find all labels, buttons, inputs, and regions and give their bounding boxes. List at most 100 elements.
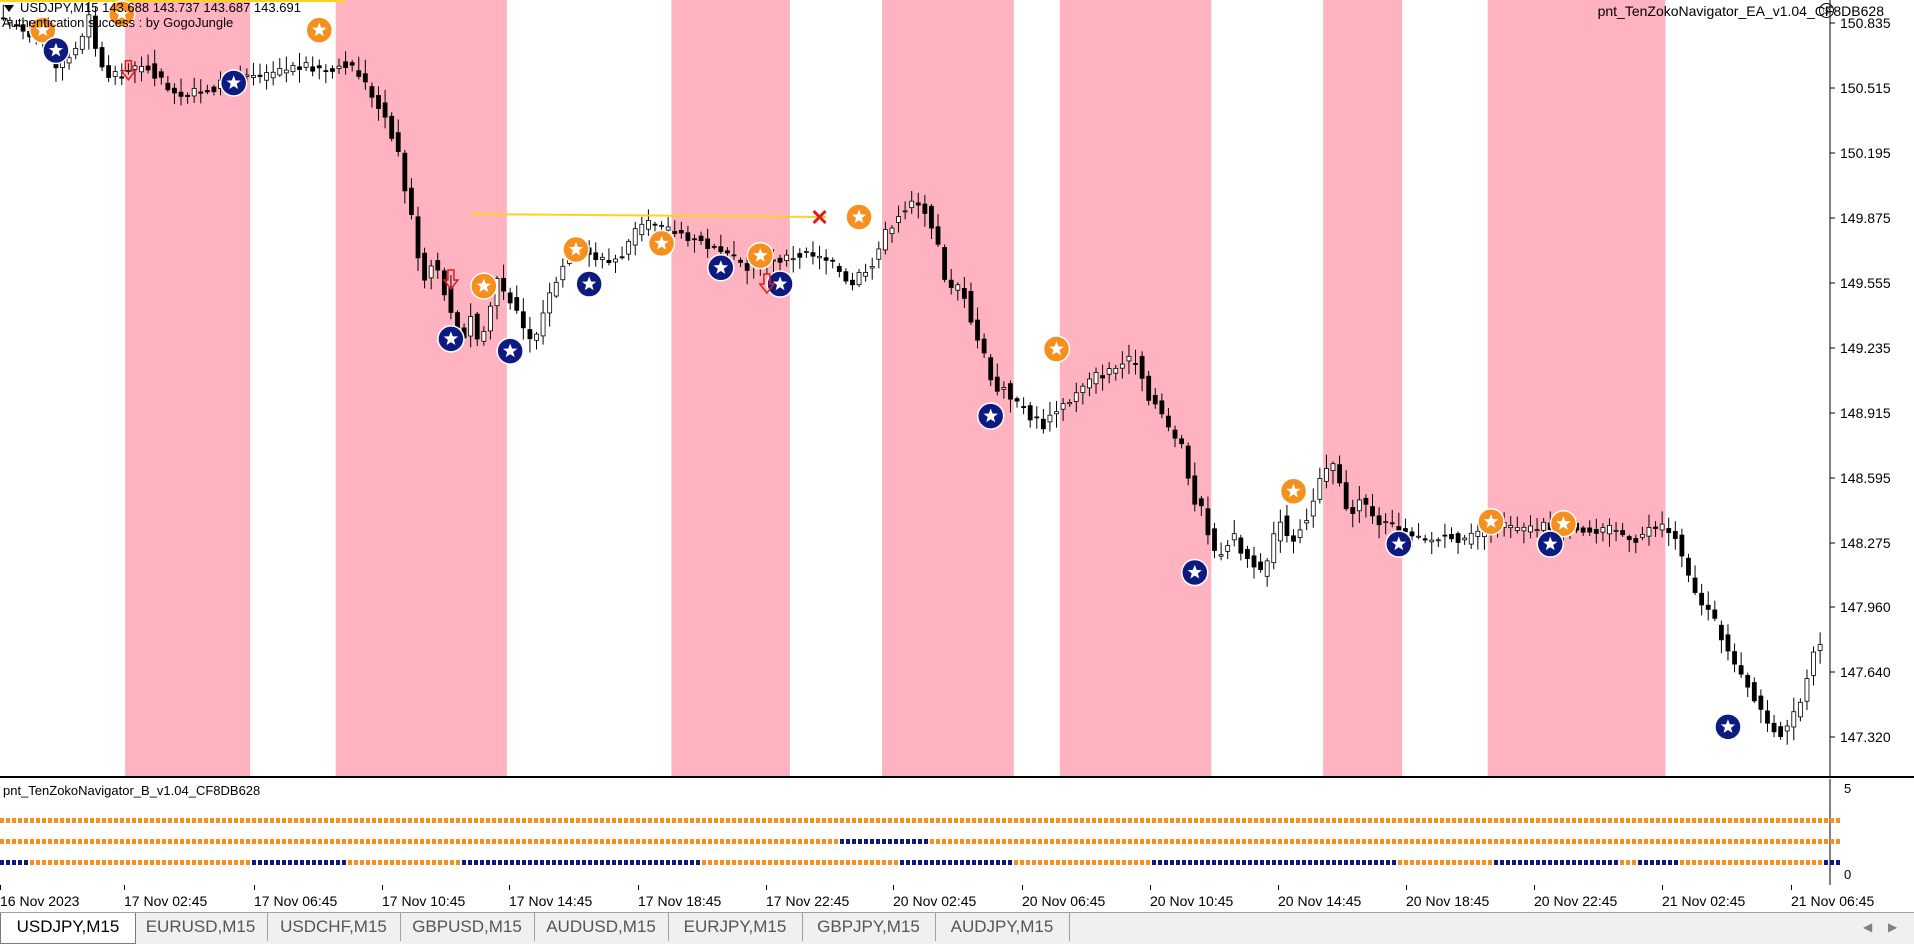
indicator-dot	[336, 839, 340, 844]
indicator-dot	[186, 818, 190, 823]
indicator-dot	[714, 818, 718, 823]
indicator-dot	[1350, 860, 1354, 865]
tab-audusd-m15[interactable]: AUDUSD,M15	[534, 913, 669, 941]
bear-candle	[435, 260, 441, 271]
indicator-dot	[378, 860, 382, 865]
indicator-dot	[264, 818, 268, 823]
smiley-icon[interactable]: ☺	[1819, 3, 1834, 18]
tab-audjpy-m15[interactable]: AUDJPY,M15	[935, 913, 1070, 941]
indicator-dot	[1464, 818, 1468, 823]
time-axis-tick	[1534, 885, 1535, 890]
indicator-dot	[1470, 818, 1474, 823]
tab-scroll-right-icon[interactable]: ▶	[1888, 920, 1898, 934]
indicator-dot	[912, 818, 916, 823]
indicator-dot	[1374, 860, 1378, 865]
indicator-dot	[1524, 860, 1528, 865]
indicator-dot	[1608, 818, 1612, 823]
indicator-dot	[1386, 860, 1390, 865]
indicator-dot	[624, 839, 628, 844]
indicator-dot	[1614, 818, 1618, 823]
indicator-dot	[426, 818, 430, 823]
bear-candle	[1389, 522, 1395, 525]
indicator-dot	[1818, 818, 1822, 823]
indicator-dot	[1320, 839, 1324, 844]
indicator-dot	[246, 818, 250, 823]
indicator-dot	[486, 860, 490, 865]
tab-scroll-left-icon[interactable]: ◀	[1863, 920, 1873, 934]
main-chart-window[interactable]: 150.835 150.515 150.195 149.875 149.555 149.2…	[0, 0, 1914, 777]
indicator-dot	[1752, 818, 1756, 823]
indicator-dot	[108, 839, 112, 844]
bull-candle	[283, 69, 289, 74]
bull-candle	[1271, 533, 1277, 564]
tab-usdjpy-m15[interactable]: USDJPY,M15	[0, 913, 136, 944]
bull-candle	[1528, 525, 1533, 533]
bear-candle	[1172, 429, 1178, 439]
indicator-dot	[300, 818, 304, 823]
indicator-dot	[1404, 839, 1408, 844]
indicator-dot	[300, 860, 304, 865]
indicator-dot	[708, 860, 712, 865]
window-separator[interactable]	[0, 776, 1914, 778]
bull-candle	[1126, 355, 1132, 362]
indicator-dot	[1674, 818, 1678, 823]
indicator-dot	[600, 818, 604, 823]
indicator-dot	[72, 860, 76, 865]
price-axis-label: 148.595	[1840, 470, 1891, 486]
bull-candle	[889, 227, 895, 235]
collapse-triangle-icon[interactable]	[4, 5, 14, 13]
bull-candle	[1264, 560, 1270, 577]
indicator-dot	[450, 839, 454, 844]
indicator-dot	[1794, 860, 1798, 865]
indicator-dot	[24, 839, 28, 844]
tab-usdchf-m15[interactable]: USDCHF,M15	[267, 913, 401, 941]
indicator-dot	[1692, 860, 1696, 865]
indicator-dot	[282, 818, 286, 823]
bear-candle	[1626, 536, 1632, 541]
indicator-dot	[1716, 860, 1720, 865]
bear-candle	[672, 230, 678, 234]
tab-gbpusd-m15[interactable]: GBPUSD,M15	[400, 913, 535, 941]
indicator-dot	[888, 818, 892, 823]
indicator-dot	[1782, 839, 1786, 844]
down-arrow-icon	[758, 273, 776, 295]
bear-candle	[1179, 438, 1185, 445]
indicator-dot	[120, 818, 124, 823]
indicator-subwindow[interactable]: pnt_TenZokoNavigator_B_v1.04_CF8DB628 5 …	[0, 779, 1914, 885]
indicator-dot	[150, 818, 154, 823]
indicator-dot	[1212, 818, 1216, 823]
time-axis-label: 17 Nov 22:45	[766, 893, 850, 909]
bear-candle	[1337, 464, 1342, 484]
indicator-dot	[1110, 839, 1114, 844]
indicator-dot	[582, 839, 586, 844]
indicator-dot	[1746, 818, 1750, 823]
bear-candle	[1027, 405, 1033, 421]
bear-candle	[1021, 406, 1027, 409]
bear-candle	[1245, 549, 1250, 559]
tab-eurjpy-m15[interactable]: EURJPY,M15	[668, 913, 803, 941]
tab-gbpjpy-m15[interactable]: GBPJPY,M15	[802, 913, 936, 941]
bear-candle	[652, 223, 658, 226]
indicator-dot	[1758, 839, 1762, 844]
indicator-dot	[228, 818, 232, 823]
indicator-dot	[1668, 818, 1672, 823]
bear-candle	[1133, 363, 1138, 365]
indicator-dot	[486, 818, 490, 823]
tab-eurusd-m15[interactable]: EURUSD,M15	[134, 913, 268, 941]
indicator-dot	[558, 860, 562, 865]
indicator-dot	[1230, 818, 1234, 823]
indicator-dot	[1206, 839, 1210, 844]
indicator-dot	[1128, 818, 1132, 823]
price-chart[interactable]: 150.835 150.515 150.195 149.875 149.555 149.2…	[0, 0, 1914, 777]
indicator-dot	[552, 839, 556, 844]
indicator-dot	[1482, 860, 1486, 865]
bear-candle	[738, 259, 743, 263]
indicator-dot	[390, 818, 394, 823]
time-axis-tick	[893, 885, 894, 890]
indicator-dot	[762, 818, 766, 823]
bull-candle	[1659, 523, 1665, 531]
indicator-dot	[36, 818, 40, 823]
bull-candle	[856, 272, 862, 286]
indicator-dot	[1590, 818, 1594, 823]
indicator-dot	[786, 839, 790, 844]
